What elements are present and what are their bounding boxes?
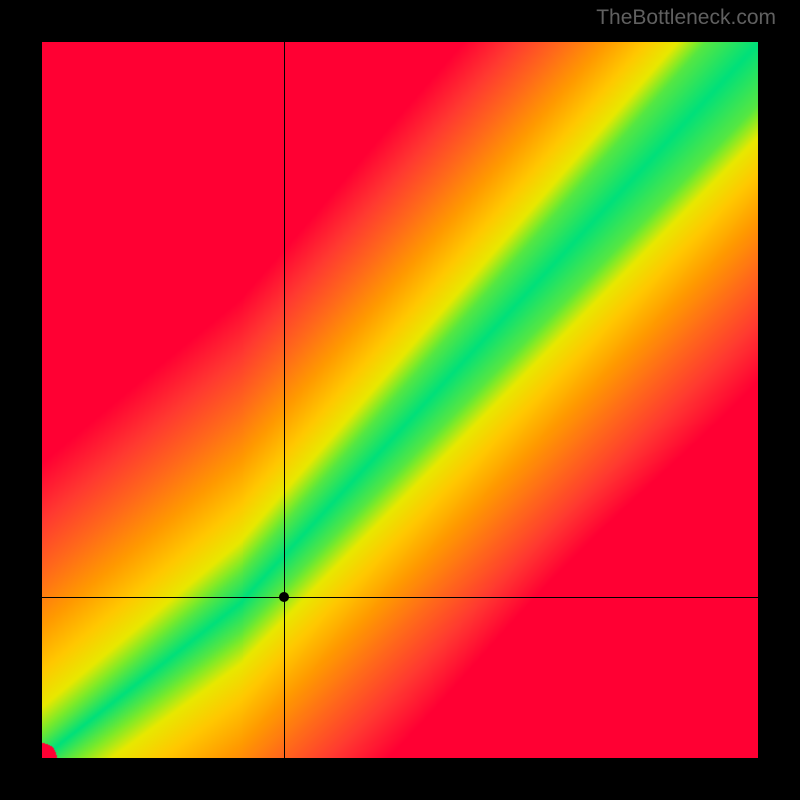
plot-area — [42, 42, 758, 758]
crosshair-marker-dot — [279, 592, 289, 602]
crosshair-horizontal — [42, 597, 758, 598]
watermark-text: TheBottleneck.com — [596, 6, 776, 30]
heatmap-canvas — [42, 42, 758, 758]
crosshair-vertical — [284, 42, 285, 758]
